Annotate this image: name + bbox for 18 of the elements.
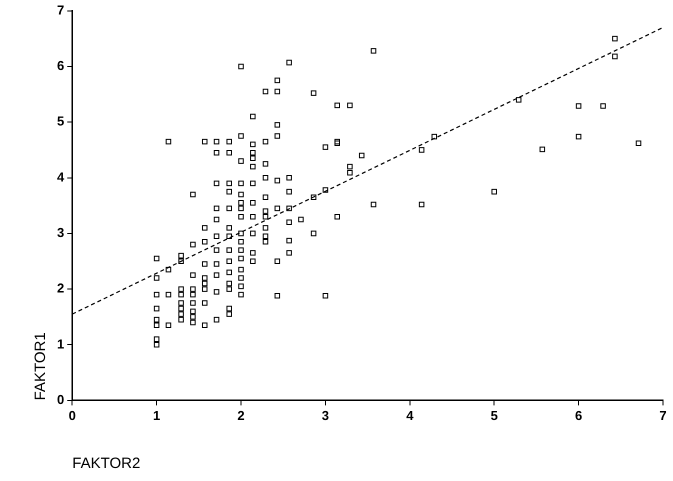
y-tick-label: 3 <box>56 225 64 240</box>
y-tick-label: 0 <box>56 392 64 407</box>
y-tick-label: 1 <box>56 336 64 352</box>
x-tick-label: 5 <box>490 408 498 423</box>
x-tick-label: 6 <box>574 408 582 423</box>
x-tick-label: 4 <box>406 408 414 423</box>
y-tick-label: 7 <box>56 2 64 18</box>
x-tick-label: 3 <box>322 408 330 423</box>
x-tick-label: 2 <box>237 408 245 423</box>
y-tick-label: 2 <box>56 280 64 296</box>
y-tick-label: 4 <box>56 169 65 184</box>
y-axis-title: FAKTOR1 <box>32 332 50 400</box>
x-axis-title: FAKTOR2 <box>72 455 140 472</box>
x-tick-label: 7 <box>659 408 667 423</box>
y-tick-label: 5 <box>56 114 64 129</box>
x-tick-label: 1 <box>153 408 160 423</box>
x-tick-label: 0 <box>68 408 76 423</box>
y-tick-label: 6 <box>56 58 64 74</box>
